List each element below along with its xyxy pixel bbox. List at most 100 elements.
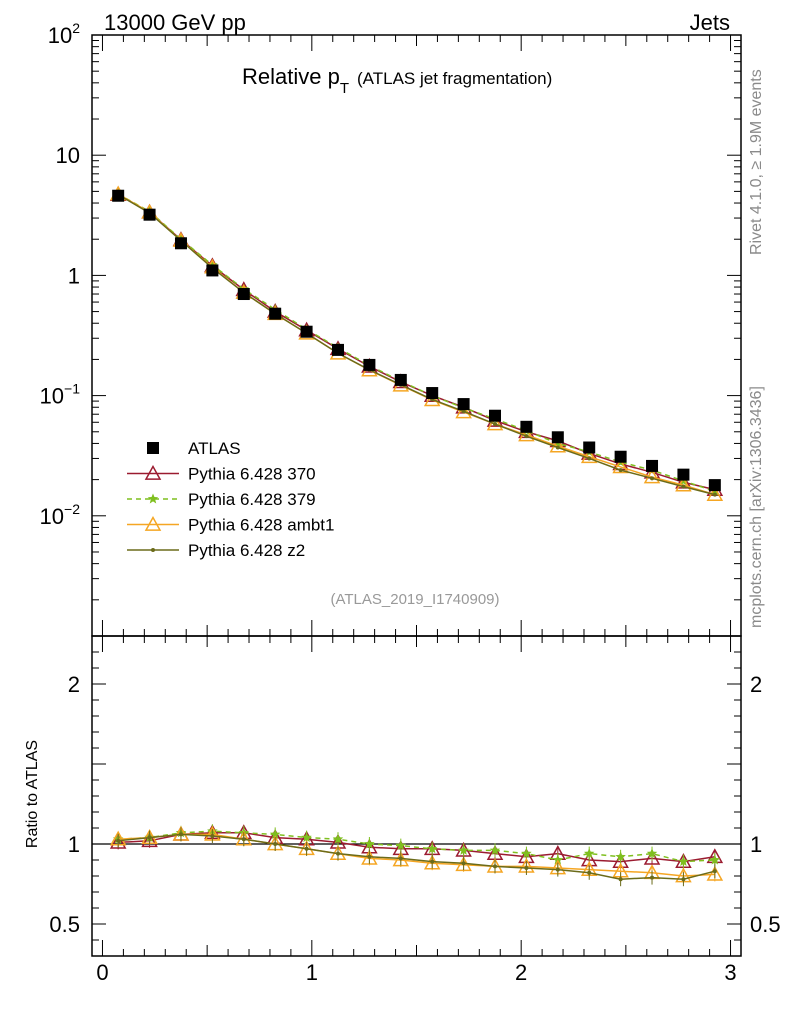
legend-label-p379: Pythia 6.428 379 [188, 490, 316, 509]
data-point-z2 [681, 484, 686, 489]
data-point-ambt1 [423, 391, 441, 407]
ratio-point-z2 [304, 846, 309, 851]
legend-marker-p379 [147, 493, 159, 504]
data-point-z2 [618, 468, 623, 473]
data-point-atlas [614, 450, 627, 463]
ratio-point-p379 [332, 833, 344, 844]
data-point-atlas [520, 420, 533, 433]
ratio-y-tick-label-right: 2 [750, 672, 762, 697]
data-point-ambt1 [549, 437, 567, 453]
legend-label-p370: Pythia 6.428 370 [188, 465, 316, 484]
data-point-atlas [143, 208, 156, 221]
legend-marker-ambt1 [144, 515, 162, 531]
header-left: 13000 GeV pp [104, 10, 246, 35]
ratio-point-p379 [521, 848, 532, 859]
ratio-point-p370 [141, 832, 158, 848]
data-point-atlas [394, 373, 407, 386]
rivet-label: Rivet 4.1.0, ≥ 1.9M events [748, 69, 765, 255]
data-point-z2 [461, 409, 466, 414]
main-y-tick-label: 10 [56, 143, 80, 168]
data-point-atlas [237, 288, 250, 301]
header-right: Jets [690, 10, 730, 35]
main-y-tick-label: 10−1 [40, 381, 81, 409]
legend-label-z2: Pythia 6.428 z2 [188, 541, 305, 560]
ratio-point-z2 [241, 837, 246, 842]
ratio-point-p379 [615, 851, 626, 862]
data-point-atlas [426, 387, 439, 400]
data-point-z2 [493, 422, 498, 427]
data-point-z2 [650, 476, 655, 481]
legend-marker-p370 [144, 464, 162, 480]
data-point-atlas [489, 409, 502, 422]
data-point-atlas [551, 431, 564, 444]
data-point-z2 [587, 456, 592, 461]
ratio-plot-frame [91, 635, 742, 957]
ratio-point-p379 [269, 828, 281, 839]
ratio-point-p379 [458, 844, 469, 855]
ratio-point-z2 [618, 877, 623, 882]
data-point-atlas [583, 441, 596, 454]
ratio-point-z2 [555, 867, 560, 872]
data-point-atlas [174, 237, 187, 250]
ratio-x-tick-label: 1 [306, 960, 318, 985]
ratio-y-tick-label: 2 [68, 672, 80, 697]
ratio-point-z2 [273, 842, 278, 846]
ratio-point-z2 [524, 866, 529, 870]
plot-title-main: Relative p [242, 64, 340, 89]
ratio-point-z2 [681, 877, 686, 882]
ratio-point-p379 [646, 848, 658, 859]
ratio-point-p379 [489, 844, 501, 855]
ratio-x-tick-label: 3 [724, 960, 736, 985]
main-y-tick-label: 1 [68, 263, 80, 288]
ratio-point-z2 [147, 835, 152, 840]
data-point-z2 [524, 434, 529, 439]
ratio-point-z2 [430, 859, 435, 864]
data-point-ambt1 [675, 476, 692, 492]
main-plot-marks [109, 185, 724, 501]
data-point-ambt1 [612, 458, 629, 474]
data-point-atlas [269, 307, 282, 320]
ratio-y-tick-label: 0.5 [49, 912, 80, 937]
ratio-point-p370 [109, 833, 127, 849]
ratio-point-z2 [210, 834, 215, 838]
ratio-x-tick-label: 2 [515, 960, 527, 985]
ratio-point-z2 [587, 870, 592, 875]
legend-label-ambt1: Pythia 6.428 ambt1 [188, 516, 334, 535]
legend-marker-z2 [151, 548, 155, 552]
legend: ATLAS Pythia 6.428 370 Pythia 6.428 379 Pyt… [127, 439, 334, 560]
data-point-atlas [677, 468, 690, 481]
data-point-atlas [300, 325, 313, 338]
ratio-x-tick-label: 0 [96, 960, 108, 985]
ratio-point-z2 [712, 869, 717, 874]
ratio-point-z2 [461, 861, 466, 866]
ratio-point-z2 [178, 832, 183, 837]
ratio-point-p379 [364, 838, 375, 849]
ratio-y-tick-label-right: 1 [750, 832, 762, 857]
data-point-z2 [555, 445, 560, 450]
data-point-ambt1 [455, 403, 472, 419]
main-y-tick-label: 10−2 [40, 501, 81, 529]
data-point-ambt1 [580, 448, 598, 464]
ratio-point-z2 [493, 864, 498, 869]
ratio-point-p379 [301, 832, 312, 843]
ratio-point-ambt1 [706, 865, 724, 881]
data-point-atlas [646, 459, 659, 472]
ratio-plot-marks [109, 824, 724, 887]
plot-title: Relative pT (ATLAS jet fragmentation) [242, 64, 552, 97]
data-point-atlas [708, 479, 721, 492]
legend-label-atlas: ATLAS [188, 439, 241, 458]
main-y-tick-label: 102 [48, 20, 80, 48]
ratio-point-p379 [709, 854, 721, 865]
legend-marker-atlas [147, 442, 159, 454]
main-axis-ticks: 102 10 1 10−1 10−2 [40, 20, 741, 637]
plot-title-paren: (ATLAS jet fragmentation) [357, 69, 552, 88]
ratio-point-z2 [398, 856, 403, 861]
analysis-label: (ATLAS_2019_I1740909) [330, 591, 499, 608]
data-point-atlas [457, 398, 470, 411]
data-point-atlas [112, 189, 125, 202]
ratio-line-p370 [118, 832, 715, 863]
mcplots-label: mcplots.cern.ch [arXiv:1306.3436] [748, 386, 765, 628]
ratio-axis-ticks: 2 2 1 1 0.5 0.5 0 1 2 3 [49, 635, 781, 985]
ratio-y-tick-label-right: 0.5 [750, 912, 781, 937]
ratio-point-p379 [583, 848, 595, 859]
